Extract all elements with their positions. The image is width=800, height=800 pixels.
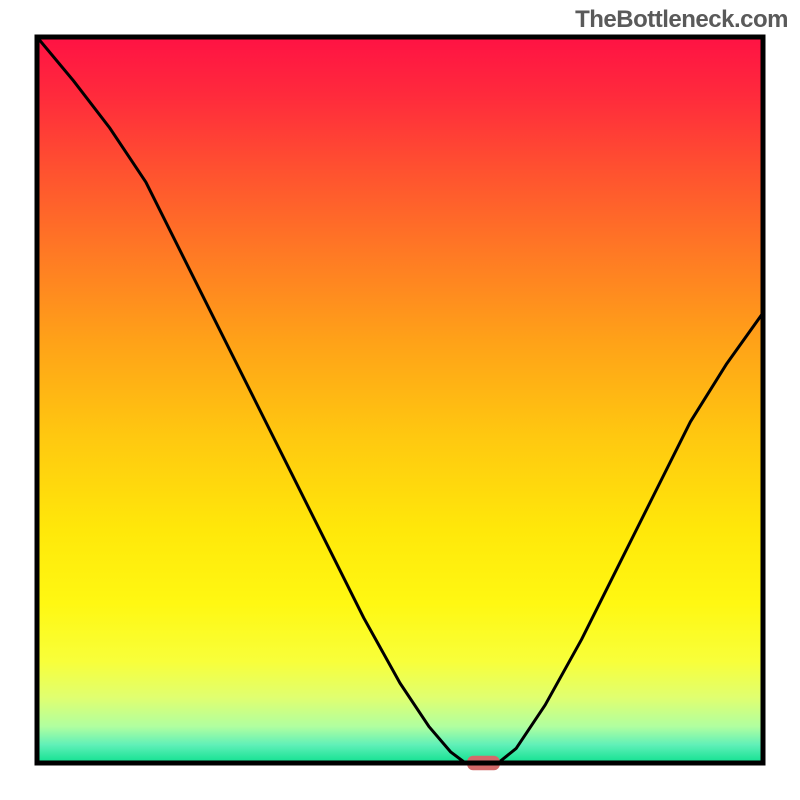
- watermark-text: TheBottleneck.com: [575, 6, 788, 34]
- bottleneck-chart: [0, 0, 800, 800]
- chart-container: TheBottleneck.com: [0, 0, 800, 800]
- chart-gradient-background: [37, 37, 763, 763]
